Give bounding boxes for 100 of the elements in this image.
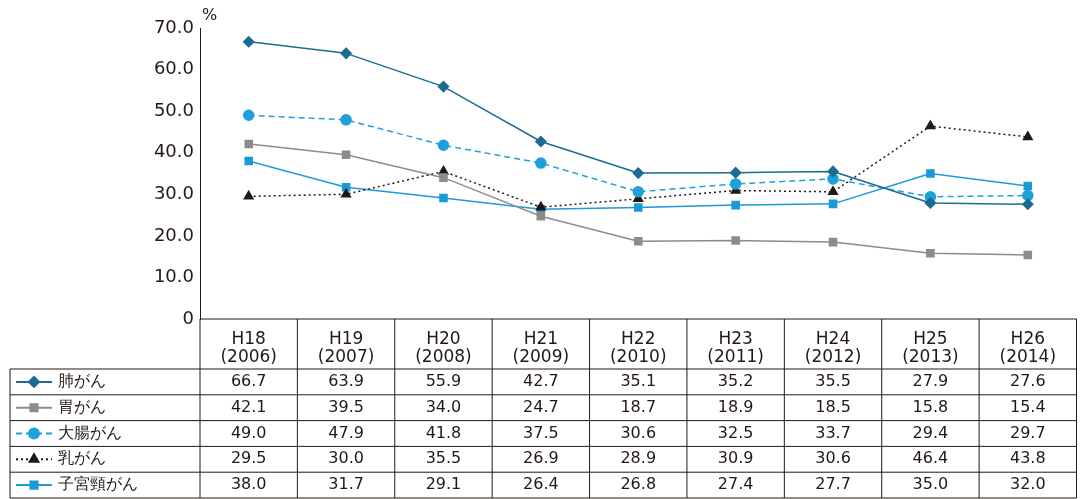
point <box>439 193 448 203</box>
legend-label: 胃がん <box>58 396 106 416</box>
x-tick-label: H24 (2012) <box>804 327 862 367</box>
x-tick-label: H18 (2006) <box>220 327 277 367</box>
point <box>632 167 644 179</box>
data-label: 35.5 <box>815 371 851 391</box>
point <box>828 199 838 209</box>
point <box>926 169 935 178</box>
point <box>244 156 253 166</box>
point <box>1022 131 1033 141</box>
data-label: 34.0 <box>425 396 462 416</box>
data-label: 26.9 <box>523 448 559 468</box>
x-tick-label: H19 (2007) <box>317 327 375 367</box>
point <box>244 139 253 149</box>
data-label: 63.9 <box>328 371 364 391</box>
data-label: 43.8 <box>1009 448 1046 468</box>
y-tick-label: 40.0 <box>153 140 194 162</box>
data-label: 29.5 <box>230 448 267 468</box>
point <box>242 35 255 48</box>
point <box>633 203 643 212</box>
point <box>925 120 936 130</box>
point <box>926 249 935 258</box>
point <box>729 166 742 179</box>
point <box>827 186 839 196</box>
point <box>535 157 547 169</box>
point <box>729 178 742 190</box>
data-label: 42.7 <box>523 371 559 391</box>
y-tick-label: 50.0 <box>153 98 194 120</box>
data-label: 32.5 <box>717 422 754 442</box>
y-tick-label: 70.0 <box>153 15 194 37</box>
data-label: 46.4 <box>912 448 949 468</box>
point <box>632 186 644 198</box>
point <box>731 200 740 210</box>
point <box>1023 250 1033 260</box>
data-label: 15.8 <box>912 396 949 416</box>
point <box>340 47 352 60</box>
x-tick-label: H25 (2013) <box>902 327 959 367</box>
legend-label: 乳がん <box>58 448 106 468</box>
point <box>243 190 254 200</box>
data-label: 28.9 <box>620 448 657 468</box>
data-label: 49.0 <box>230 422 267 442</box>
point <box>535 135 547 148</box>
data-label: 41.8 <box>425 422 462 442</box>
data-label: 35.5 <box>425 448 462 468</box>
data-label: 55.9 <box>425 371 462 391</box>
x-tick-label: H22 (2010) <box>609 327 667 367</box>
data-label: 42.1 <box>230 396 267 416</box>
data-label: 66.7 <box>230 371 267 391</box>
data-label: 18.7 <box>620 396 657 416</box>
x-tick-label: H23 (2011) <box>707 327 764 367</box>
y-tick-label: 60.0 <box>153 57 194 79</box>
data-label: 47.9 <box>328 422 364 442</box>
data-label: 30.6 <box>620 422 657 442</box>
y-axis-title: % <box>202 5 218 25</box>
point <box>341 150 351 160</box>
data-label: 35.2 <box>717 371 754 391</box>
data-label: 18.5 <box>815 396 851 416</box>
point <box>242 109 255 122</box>
data-label: 30.9 <box>717 448 754 468</box>
data-label: 27.4 <box>717 474 754 494</box>
data-label: 29.7 <box>1009 422 1046 442</box>
point <box>439 173 448 182</box>
x-tick-label: H20 (2008) <box>415 327 472 367</box>
data-label: 29.1 <box>425 474 462 494</box>
data-label: 31.7 <box>328 474 364 494</box>
data-label: 26.4 <box>523 474 559 494</box>
data-label: 24.7 <box>523 396 559 416</box>
point <box>340 114 352 126</box>
y-tick-label: 30.0 <box>153 181 194 203</box>
point <box>341 188 352 198</box>
data-label: 27.9 <box>912 371 949 391</box>
data-label: 15.4 <box>1009 396 1046 416</box>
data-label: 30.6 <box>815 448 851 468</box>
legend-label: 肺がん <box>58 371 106 391</box>
data-label: 27.7 <box>815 474 851 494</box>
data-label: 27.6 <box>1009 371 1046 391</box>
y-tick-label: 10.0 <box>153 265 194 287</box>
point <box>924 197 937 209</box>
x-tick-label: H21 (2009) <box>512 327 570 367</box>
point <box>437 139 450 151</box>
point <box>828 237 838 247</box>
data-label: 32.0 <box>1009 474 1046 494</box>
legend-label: 大腸がん <box>58 422 122 442</box>
data-label: 38.0 <box>230 474 267 494</box>
data-label: 37.5 <box>523 422 559 442</box>
data-label: 35.0 <box>912 474 949 494</box>
y-tick-label: 20.0 <box>153 223 194 245</box>
legend-label: 子宮頸がん <box>58 474 138 494</box>
point <box>827 165 839 178</box>
point <box>1022 198 1034 211</box>
data-label: 18.9 <box>717 396 754 416</box>
x-tick-label: H26 (2014) <box>999 327 1057 367</box>
point <box>633 236 643 246</box>
point <box>731 236 740 245</box>
point <box>437 80 450 93</box>
data-label: 26.8 <box>620 474 657 494</box>
point <box>1023 181 1033 191</box>
data-label: 30.0 <box>328 448 364 468</box>
data-label: 33.7 <box>815 422 851 442</box>
data-label: 39.5 <box>328 396 364 416</box>
